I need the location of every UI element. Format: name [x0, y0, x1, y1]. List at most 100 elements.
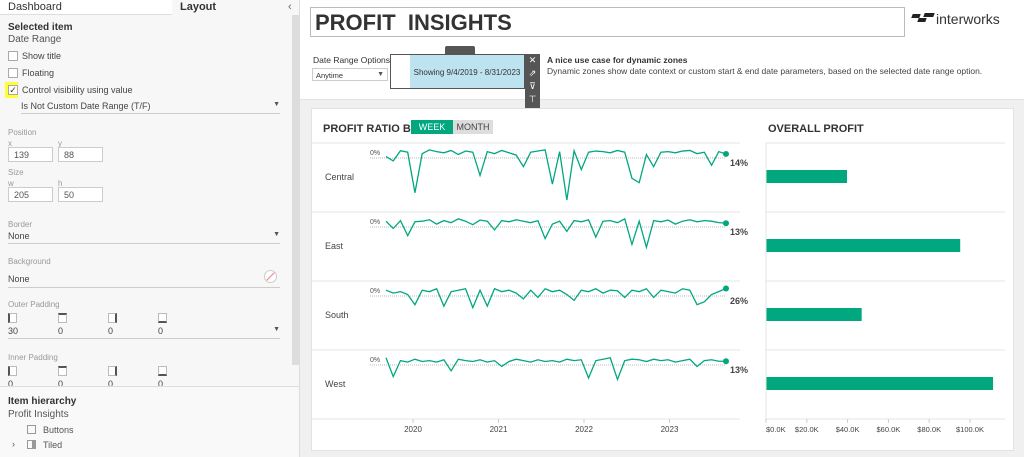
tab-layout[interactable]: Layout: [180, 1, 217, 13]
h-label: h: [58, 179, 63, 188]
floating-label: Floating: [22, 68, 55, 78]
layout-panel: Dashboard Layout ‹ Selected item Date Ra…: [0, 0, 300, 457]
dropdown-caret-icon: ▼: [273, 326, 280, 333]
row-label: East: [325, 241, 344, 251]
end-point: [723, 150, 729, 157]
charts-card: [311, 108, 1014, 451]
note-title: A nice use case for dynamic zones: [547, 55, 688, 65]
show-title-label: Show title: [22, 51, 62, 61]
outer-padding-right[interactable]: 0: [108, 326, 114, 336]
expand-chevron-icon[interactable]: ›: [12, 439, 15, 449]
profit-bar-central: [766, 170, 847, 183]
inner-padding-right[interactable]: 0: [108, 379, 114, 387]
date-range-zone[interactable]: Showing 9/4/2019 - 8/31/2023: [390, 54, 525, 89]
note-body: Dynamic zones show date context or custo…: [547, 66, 983, 76]
bar-tick-label: $60.0K: [877, 425, 901, 434]
month-toggle[interactable]: MONTH: [453, 120, 493, 134]
outer-padding-fields[interactable]: 30 0 0 0 ▼: [8, 326, 280, 339]
date-range-dropdown[interactable]: Anytime ▼: [312, 68, 388, 81]
hierarchy-item-buttons[interactable]: Buttons: [43, 425, 74, 435]
zero-label: 0%: [370, 150, 380, 157]
padding-left-icon: [8, 313, 17, 323]
zero-label: 0%: [370, 357, 380, 364]
outer-padding-left[interactable]: 30: [8, 326, 19, 336]
go-to-sheet-icon[interactable]: ⇗: [528, 68, 537, 78]
no-color-icon[interactable]: [264, 270, 277, 283]
padding-bottom-icon: [158, 366, 167, 376]
outer-padding-label: Outer Padding: [8, 300, 60, 309]
visibility-field-value: Is Not Custom Date Range (T/F): [21, 101, 151, 111]
x-tick-label: 2020: [404, 425, 422, 434]
logo-text: interworks: [936, 11, 1000, 27]
w-input[interactable]: 205: [8, 187, 53, 202]
y-label: y: [58, 139, 62, 148]
end-label: 26%: [730, 296, 748, 306]
control-visibility-label: Control visibility using value: [22, 85, 133, 95]
buttons-icon: [27, 425, 36, 434]
size-label: Size: [8, 168, 24, 177]
bar-tick-label: $40.0K: [836, 425, 860, 434]
pin-icon[interactable]: ⊤: [528, 94, 537, 104]
end-point: [723, 358, 729, 365]
padding-right-icon: [108, 366, 117, 376]
outer-padding-top[interactable]: 0: [58, 326, 64, 336]
padding-top-icon: [58, 313, 67, 323]
scrollbar[interactable]: [292, 15, 299, 365]
hierarchy-item-tiled[interactable]: Tiled: [43, 440, 63, 450]
profit-ratio-line-east: [385, 217, 727, 250]
background-dropdown[interactable]: None: [8, 274, 280, 288]
showing-text: Showing 9/4/2019 - 8/31/2023: [410, 55, 524, 88]
inner-padding-bottom[interactable]: 0: [158, 379, 164, 387]
end-label: 13%: [730, 227, 748, 237]
zero-label: 0%: [370, 288, 380, 295]
floating-checkbox[interactable]: [8, 68, 18, 78]
selected-item-heading: Selected item: [8, 22, 73, 33]
item-hierarchy: Item hierarchy Profit Insights Buttons ›…: [0, 386, 299, 457]
background-value: None: [8, 274, 30, 284]
position-label: Position: [8, 128, 37, 137]
padding-top-icon: [58, 366, 67, 376]
y-input[interactable]: 88: [58, 147, 103, 162]
bar-tick-label: $100.0K: [956, 425, 984, 434]
x-tick-label: 2021: [490, 425, 508, 434]
inner-padding-top[interactable]: 0: [58, 379, 64, 387]
border-value: None: [8, 231, 30, 241]
filter-icon[interactable]: ⊽: [529, 81, 536, 91]
row-label: South: [325, 310, 349, 320]
profit-ratio-line-south: [385, 287, 727, 310]
visibility-field-dropdown[interactable]: Is Not Custom Date Range (T/F) ▼: [21, 101, 280, 114]
tab-dashboard[interactable]: Dashboard: [0, 0, 172, 15]
close-icon[interactable]: ✕: [528, 55, 537, 65]
show-title-checkbox[interactable]: [8, 51, 18, 61]
end-label: 14%: [730, 158, 748, 168]
x-input[interactable]: 139: [8, 147, 53, 162]
profit-bar-west: [766, 377, 994, 390]
hierarchy-root[interactable]: Profit Insights: [8, 409, 69, 420]
border-label: Border: [8, 220, 33, 229]
padding-left-icon: [8, 366, 17, 376]
tiled-icon: [27, 440, 36, 449]
row-label: West: [325, 379, 346, 389]
border-dropdown[interactable]: None ▼: [8, 231, 280, 244]
h-input[interactable]: 50: [58, 187, 103, 202]
date-range-value: Anytime: [316, 71, 344, 80]
week-toggle[interactable]: WEEK: [411, 120, 453, 134]
inner-padding-fields[interactable]: 0 0 0 0: [8, 379, 280, 387]
bar-chart-title: OVERALL PROFIT: [768, 123, 864, 135]
outer-padding-bottom[interactable]: 0: [158, 326, 164, 336]
x-tick-label: 2023: [661, 425, 679, 434]
selected-item-name: Date Range: [8, 34, 62, 45]
control-visibility-checkbox[interactable]: ✓: [8, 85, 18, 95]
x-label: x: [8, 139, 12, 148]
charts-svg: Central 0% 14% East 0% 13% South 0% 26% West 0% 13%…: [312, 142, 1005, 434]
dropdown-caret-icon: ▼: [273, 231, 280, 238]
bar-tick-label: $80.0K: [917, 425, 941, 434]
hierarchy-heading: Item hierarchy: [8, 396, 77, 407]
collapse-chevron-icon[interactable]: ‹: [288, 1, 292, 13]
padding-right-icon: [108, 313, 117, 323]
drag-handle[interactable]: [445, 46, 475, 54]
w-label: w: [8, 179, 14, 188]
inner-padding-left[interactable]: 0: [8, 379, 14, 387]
bar-tick-label: $0.0K: [766, 425, 786, 434]
profit-ratio-line-west: [385, 356, 726, 382]
